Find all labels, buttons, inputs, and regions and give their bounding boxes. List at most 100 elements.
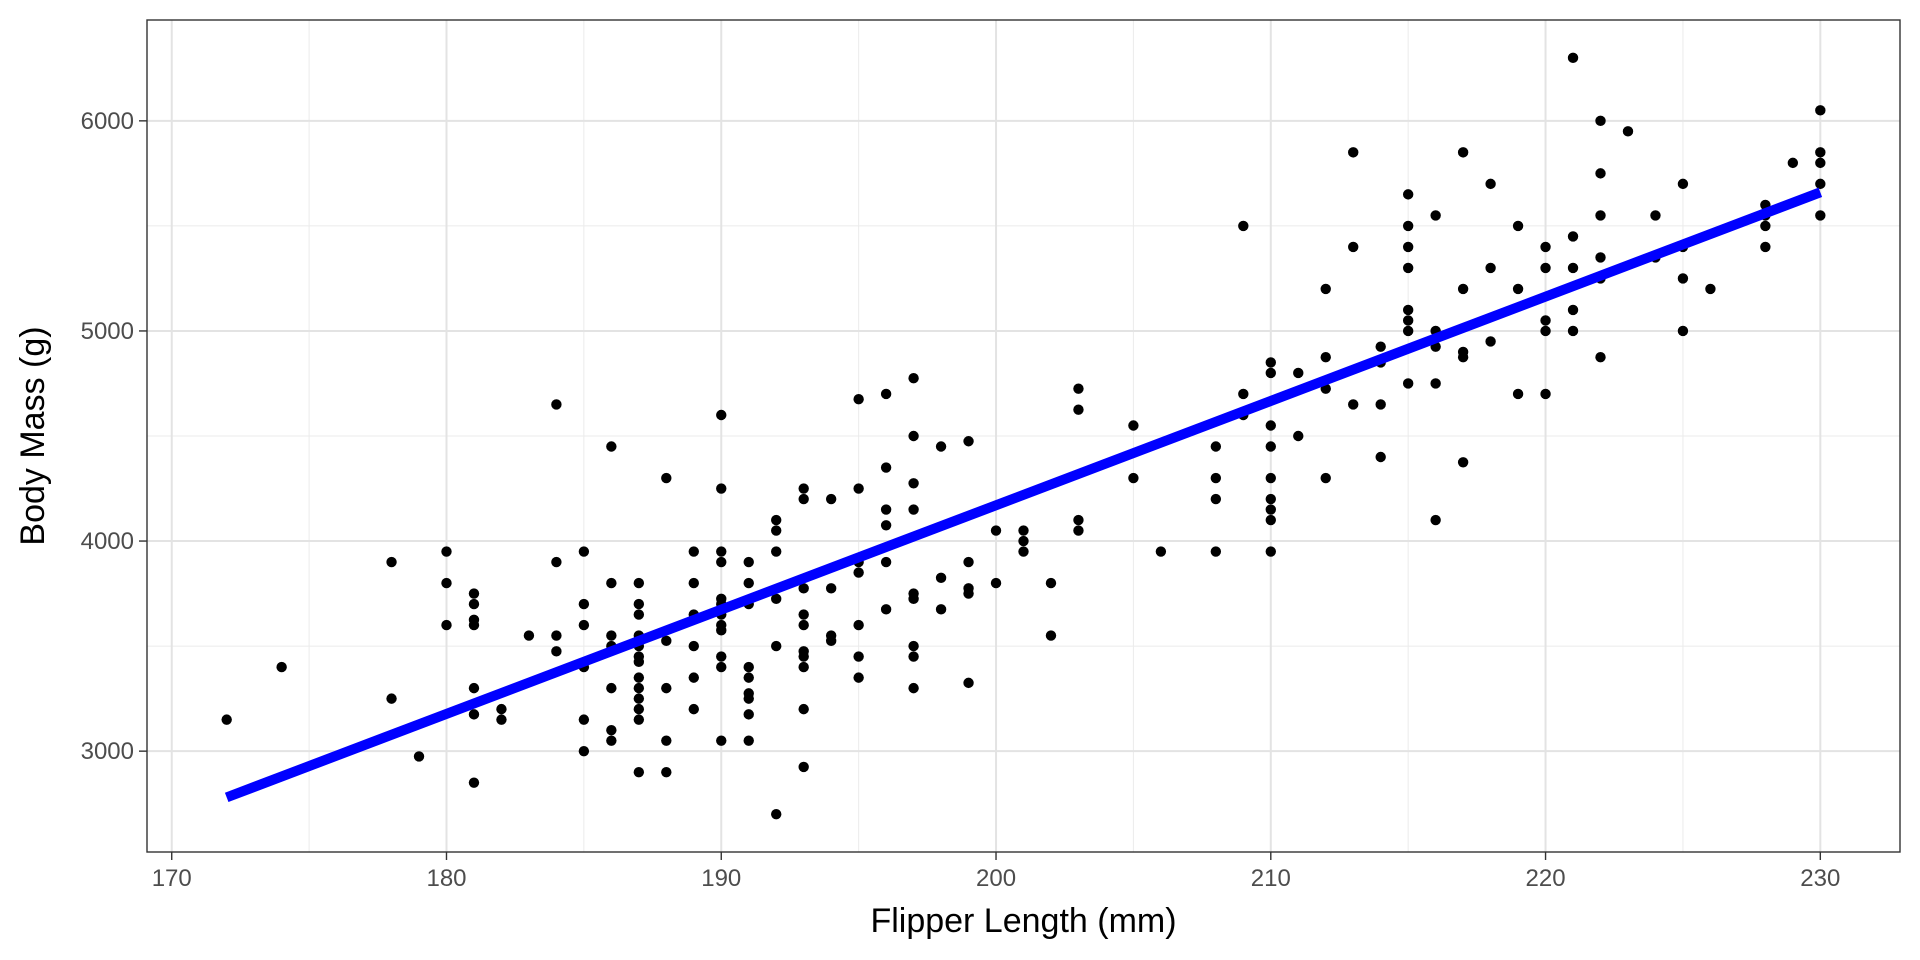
data-point xyxy=(1540,315,1551,326)
data-point xyxy=(1375,399,1386,410)
data-point xyxy=(880,462,892,473)
data-point xyxy=(688,672,699,683)
data-point xyxy=(606,735,617,746)
data-point xyxy=(743,693,754,704)
data-point xyxy=(1293,430,1304,442)
data-point xyxy=(661,682,672,694)
data-point xyxy=(908,593,919,605)
data-point xyxy=(578,619,590,631)
data-point xyxy=(716,661,727,673)
data-point xyxy=(1265,514,1276,526)
data-point xyxy=(1650,210,1661,221)
data-point xyxy=(1567,262,1579,274)
data-point xyxy=(990,577,1002,589)
data-point xyxy=(606,682,617,694)
data-point xyxy=(496,714,507,725)
data-point xyxy=(743,735,754,746)
data-point xyxy=(551,556,562,568)
data-point xyxy=(716,409,727,421)
x-tick-label: 180 xyxy=(426,865,466,892)
data-point xyxy=(633,703,645,715)
y-axis-title: Body Mass (g) xyxy=(14,326,52,545)
data-point xyxy=(743,577,754,589)
data-point xyxy=(908,651,919,662)
data-point xyxy=(963,677,974,689)
data-point xyxy=(1402,241,1414,253)
x-tick-label: 230 xyxy=(1800,865,1840,892)
data-point xyxy=(1128,420,1139,431)
data-point xyxy=(963,556,974,568)
data-point xyxy=(1073,404,1084,415)
data-point xyxy=(468,682,480,694)
data-point xyxy=(1265,504,1276,515)
data-point xyxy=(661,766,672,778)
data-points xyxy=(221,52,1826,820)
data-point xyxy=(771,808,782,820)
data-point xyxy=(825,635,837,647)
data-point xyxy=(935,604,947,615)
regression-line xyxy=(224,187,1823,803)
data-point xyxy=(1595,210,1606,221)
data-point xyxy=(1430,514,1441,526)
data-point xyxy=(441,619,452,631)
data-point xyxy=(633,766,645,778)
data-point xyxy=(1540,262,1551,274)
data-point xyxy=(1540,241,1551,253)
data-point xyxy=(276,661,287,673)
data-point xyxy=(1485,336,1496,347)
data-point xyxy=(1567,304,1579,316)
data-point xyxy=(743,672,754,683)
y-tick-label: 6000 xyxy=(81,108,134,135)
data-point xyxy=(1348,399,1359,410)
data-point xyxy=(825,493,837,505)
data-point xyxy=(990,525,1002,536)
data-point xyxy=(661,635,672,647)
x-axis-title: Flipper Length (mm) xyxy=(870,902,1176,940)
data-point xyxy=(716,735,727,746)
data-point xyxy=(908,682,919,694)
data-point xyxy=(908,478,919,489)
data-point xyxy=(771,546,782,557)
data-point xyxy=(1402,220,1414,232)
data-point xyxy=(798,651,809,662)
data-point xyxy=(1210,441,1222,452)
data-point xyxy=(1293,367,1304,379)
data-point xyxy=(880,504,892,515)
x-axis: 170 180 190 200 210 220 230 xyxy=(152,852,1840,892)
data-point xyxy=(1210,546,1222,557)
data-point xyxy=(1595,168,1606,179)
data-point xyxy=(716,651,727,662)
data-point xyxy=(386,556,397,568)
data-point xyxy=(1485,262,1496,274)
data-point xyxy=(551,399,562,410)
data-point xyxy=(661,472,672,484)
data-point xyxy=(468,709,480,720)
data-point xyxy=(963,436,974,447)
data-point xyxy=(441,577,452,589)
data-point xyxy=(468,588,480,599)
data-point xyxy=(386,693,397,704)
data-point xyxy=(963,588,974,599)
data-point xyxy=(578,546,590,557)
data-point xyxy=(1265,493,1276,505)
data-point xyxy=(688,546,699,557)
x-tick-label: 170 xyxy=(152,865,192,892)
data-point xyxy=(716,556,727,568)
data-point xyxy=(633,577,645,589)
data-point xyxy=(1348,147,1359,158)
data-point xyxy=(1457,283,1469,295)
data-point xyxy=(1402,325,1414,337)
x-tick-label: 210 xyxy=(1251,865,1291,892)
minor-gridlines xyxy=(147,20,1900,852)
data-point xyxy=(1430,210,1441,221)
data-point xyxy=(853,651,864,662)
data-point xyxy=(1567,325,1579,337)
data-point xyxy=(1760,241,1771,253)
data-point xyxy=(908,373,919,384)
data-point xyxy=(1595,115,1606,127)
data-point xyxy=(688,703,699,715)
data-point xyxy=(1348,241,1359,253)
data-point xyxy=(1457,147,1469,158)
data-point xyxy=(880,388,892,400)
data-point xyxy=(935,441,947,452)
